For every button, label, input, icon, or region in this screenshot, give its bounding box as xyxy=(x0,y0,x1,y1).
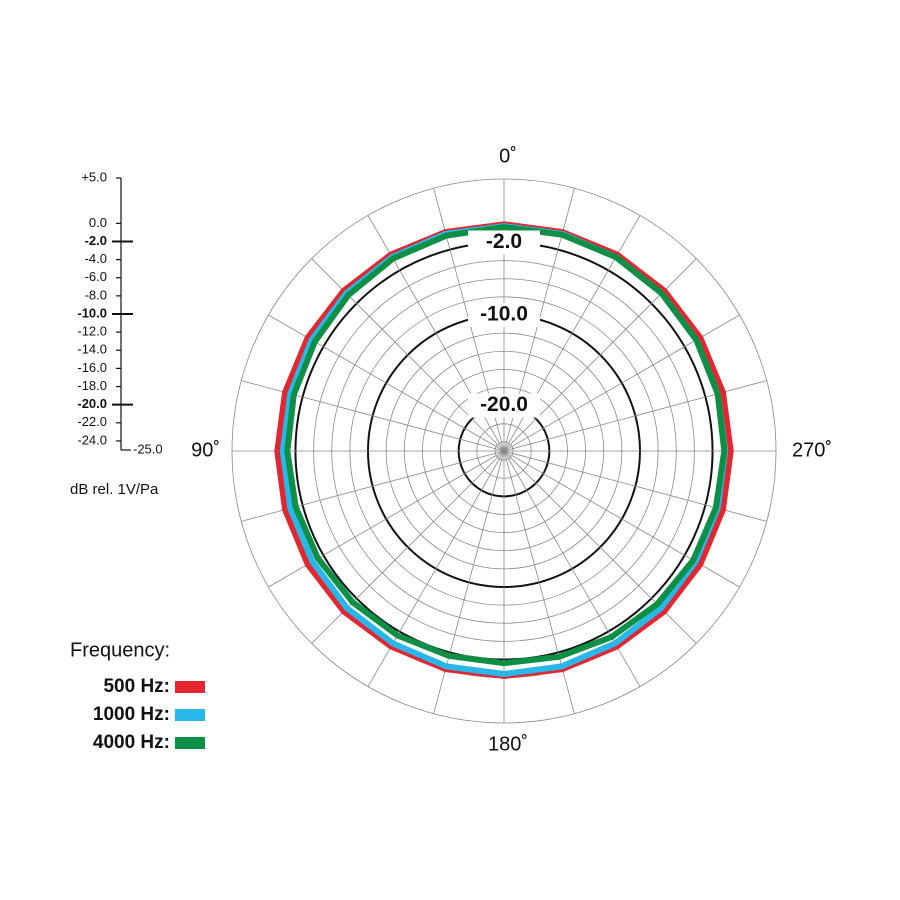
grid-spoke xyxy=(311,450,505,644)
ring-label-bg xyxy=(468,393,540,418)
ring-label: -10.0 xyxy=(480,303,528,326)
grid-spoke xyxy=(503,314,740,452)
grid-spoke xyxy=(268,314,505,452)
scale-label: -14.0 xyxy=(77,342,107,357)
scale-label: -25.0 xyxy=(133,441,163,456)
scale-label: -22.0 xyxy=(77,414,107,429)
ring-label: -2.0 xyxy=(486,230,522,253)
legend-label: 1000 Hz: xyxy=(93,704,170,725)
legend-swatch xyxy=(175,709,205,721)
grid-spoke xyxy=(503,450,740,588)
angle-label: 270˚ xyxy=(792,439,832,461)
r-axis-label: dB rel. 1V/Pa xyxy=(70,481,159,498)
ring-label: -20.0 xyxy=(480,393,528,416)
legend-label: 500 Hz: xyxy=(103,676,170,697)
scale-label: -10.0 xyxy=(77,305,107,320)
ring-label-bg xyxy=(468,303,540,327)
legend-title: Frequency: xyxy=(70,639,170,661)
scale-label: -4.0 xyxy=(85,251,107,266)
scale-label: -18.0 xyxy=(77,378,107,393)
grid-spoke xyxy=(311,258,505,452)
scale-label: -2.0 xyxy=(85,233,107,248)
angle-label: 180˚ xyxy=(488,733,528,755)
ring-label-bg xyxy=(468,230,540,255)
scale-label: -24.0 xyxy=(77,432,107,447)
legend-label: 4000 Hz: xyxy=(93,732,170,753)
scale-label: -6.0 xyxy=(85,269,107,284)
legend-swatch xyxy=(175,737,205,749)
scale-label: 0.0 xyxy=(89,215,107,230)
angle-label: 0˚ xyxy=(499,145,517,167)
grid-spoke xyxy=(503,450,697,644)
legend-swatch xyxy=(175,681,205,693)
response-curve xyxy=(284,224,728,667)
scale-label: -12.0 xyxy=(77,324,107,339)
scale-label: +5.0 xyxy=(81,169,107,184)
scale-label: -20.0 xyxy=(77,396,107,411)
grid-spoke xyxy=(503,258,697,452)
angle-label: 90˚ xyxy=(191,439,220,461)
scale-label: -16.0 xyxy=(77,360,107,375)
scale-label: -8.0 xyxy=(85,287,107,302)
